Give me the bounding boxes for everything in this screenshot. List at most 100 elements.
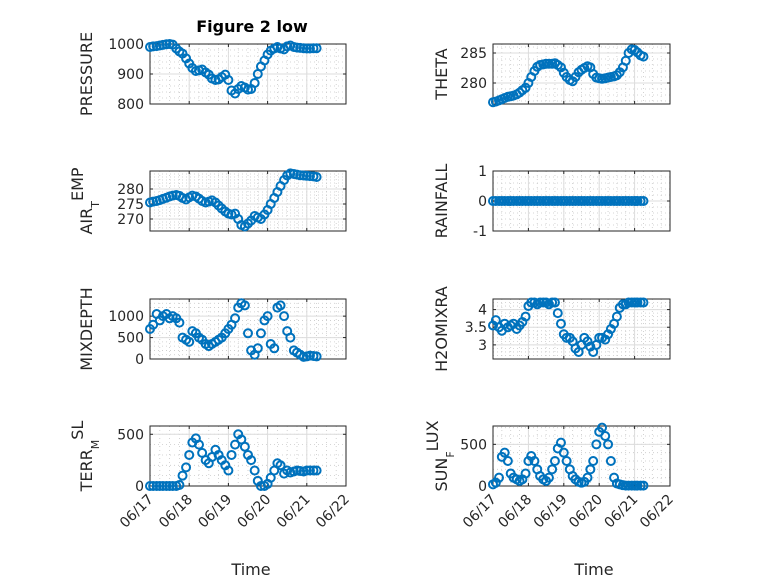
y-tick-label: 0 [135,352,144,368]
y-axis-label-sub: T [89,201,102,209]
y-tick-label: 500 [117,331,144,347]
data-point [603,439,614,450]
data-point [246,455,257,466]
data-point [154,481,165,491]
data-point [549,297,560,308]
y-axis-label-main: TERR [77,449,96,492]
data-point [638,297,649,308]
y-tick-label: 900 [117,67,144,83]
x-tick-label: 06/19 [531,492,571,532]
data-point [157,481,168,491]
x-tick-label: 06/19 [195,492,235,532]
data-point [597,422,608,433]
axes-box [492,43,671,105]
data-point [600,431,611,441]
data-point [520,311,531,322]
data-point [311,351,322,362]
y-tick-label: 275 [117,197,144,213]
x-tick-label: 06/18 [495,492,535,532]
data-point [638,480,649,491]
y-tick-label: 500 [460,437,487,453]
data-point [174,479,185,490]
y-axis-label-rest: LUX [423,420,442,451]
data-point [558,447,569,458]
data-point [184,336,195,347]
y-tick-label: 3 [478,338,487,354]
data-point [311,465,322,476]
data-point [275,460,286,471]
panel-theta: 280 285 THETA [432,43,671,108]
data-point [547,464,558,475]
data-point [161,481,172,491]
y-axis-label-main: AIR [77,208,96,235]
data-point [561,456,572,466]
y-tick-label: 800 [117,97,144,113]
data-point [184,449,195,460]
data-point [520,468,531,479]
x-tick-label: 06/22 [313,492,353,532]
y-axis-label: TERRMSL [68,421,102,493]
data-point [632,480,643,491]
data-point [543,472,554,483]
panel-pressure: 800 900 1000 PRESSURE [77,32,347,116]
data-point [223,75,234,85]
panel-sun-flux: 0500SUNFLUX06/1706/1806/1906/2006/2106/2… [423,420,677,531]
data-point [279,311,290,322]
panel-rainfall: -1 0 1 RAINFALL [432,164,671,240]
y-axis-label: THETA [432,48,451,100]
data-point [167,481,178,491]
y-tick-label: 500 [117,427,144,443]
data-point [230,313,241,324]
data-point [502,456,513,466]
x-axis-label-left: Time [230,560,270,579]
data-point [164,481,175,491]
data-point [145,481,155,491]
x-axis-label-right: Time [573,560,613,579]
data-point [494,472,505,483]
data-point [304,465,315,476]
data-point [174,317,185,328]
data-point [285,332,296,343]
data-point [151,481,162,491]
data-point [308,465,319,476]
x-tick-label: 06/18 [156,492,196,532]
y-axis-label: PRESSURE [77,32,96,116]
y-tick-label: 4 [478,303,487,319]
y-axis-label: H2OMIXRA [432,286,451,372]
panel-h2omixra: 3 3.54 H2OMIXRA [432,286,671,372]
data-point [181,462,192,473]
data-point [591,439,602,450]
data-point [632,196,643,206]
data-point [249,78,260,88]
y-axis-label: MIXDEPTH [77,287,96,370]
y-axis-label: SUNFLUX [423,420,457,491]
data-point [255,328,266,339]
data-point [148,41,159,52]
data-point [535,297,546,308]
data-point [605,456,616,466]
data-point [638,51,649,62]
y-axis-label-rest: SL [68,421,87,440]
data-point [311,172,322,182]
data-point [585,464,596,475]
data-point [194,439,204,450]
x-tick-label: 06/20 [235,492,275,532]
data-point [230,439,241,450]
data-point [262,311,273,322]
y-tick-label: -1 [473,224,487,240]
y-axis-label: RAINFALL [432,164,451,239]
data-point [226,449,237,460]
data-point [529,456,540,466]
y-tick-label: 1 [478,164,487,180]
data-point [582,472,593,483]
data-point [275,300,286,311]
y-axis-label-sub: F [444,451,457,457]
data-point [549,456,560,466]
x-tick-label: 06/21 [602,492,642,532]
data-point [304,350,315,361]
y-tick-label: 270 [117,212,144,228]
y-axis-label-main: SUN [432,458,451,492]
